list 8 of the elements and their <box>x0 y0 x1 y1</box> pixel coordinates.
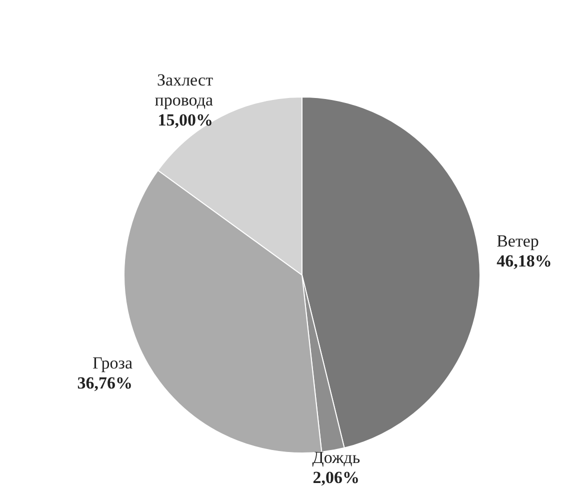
data-label: 2,06% <box>312 468 360 487</box>
data-label: 15,00% <box>158 110 214 130</box>
slice-label: Ветер <box>496 232 539 251</box>
data-label: 36,76% <box>77 373 133 392</box>
slice-label: Гроза <box>92 353 133 372</box>
slice-label: Захлест провода <box>154 70 214 110</box>
slice-label: Дождь <box>312 448 360 467</box>
data-label: 46,18% <box>496 252 552 271</box>
